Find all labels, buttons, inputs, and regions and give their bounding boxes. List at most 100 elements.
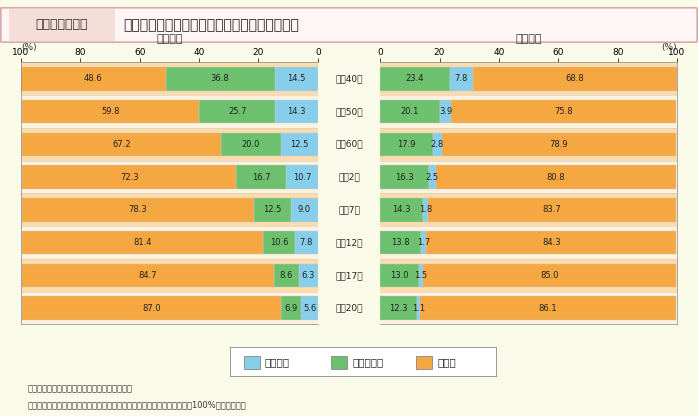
Text: 就業者の従業上の地位別構成比の推移（性別）: 就業者の従業上の地位別構成比の推移（性別） [124,18,299,32]
Text: 78.9: 78.9 [549,140,568,149]
Text: 昭和40年: 昭和40年 [335,74,363,83]
Bar [275,67,318,91]
Bar [299,264,318,287]
Text: 14.3: 14.3 [392,206,410,214]
Text: 78.3: 78.3 [128,206,147,214]
Text: 平成7年: 平成7年 [338,206,360,214]
Text: 10.7: 10.7 [292,173,311,181]
FancyBboxPatch shape [1,8,697,42]
Bar [221,133,281,156]
Bar [380,292,677,324]
Bar [433,133,442,156]
Bar [417,296,420,320]
Text: 7.8: 7.8 [299,238,313,247]
Text: 48.6: 48.6 [84,74,103,83]
Bar [380,165,429,189]
Text: 25.7: 25.7 [228,107,246,116]
Text: 家族従業者: 家族従業者 [352,357,384,367]
Text: 7.8: 7.8 [454,74,468,83]
Text: 2.5: 2.5 [426,173,439,181]
Bar [21,67,165,91]
Text: 36.8: 36.8 [211,74,230,83]
Bar [263,231,295,254]
Bar [419,264,423,287]
Bar [295,231,318,254]
Bar [21,193,318,226]
Bar [22,296,281,320]
Bar [281,133,318,156]
Bar [380,62,677,95]
Bar [22,100,199,123]
Bar [22,231,263,254]
Text: 6.9: 6.9 [284,304,297,312]
Bar [380,231,421,254]
Bar [22,133,221,156]
Bar [199,100,276,123]
Bar [442,133,676,156]
Text: 12.5: 12.5 [263,206,282,214]
Text: 20.0: 20.0 [242,140,260,149]
Text: 8.6: 8.6 [280,271,293,280]
Text: 平成2年: 平成2年 [338,173,360,181]
Text: 13.0: 13.0 [390,271,409,280]
Text: 平成12年: 平成12年 [335,238,363,247]
Bar [244,356,260,369]
Bar [274,264,299,287]
Text: 86.1: 86.1 [538,304,557,312]
Text: 13.8: 13.8 [392,238,410,247]
Bar [380,259,677,292]
Text: 81.4: 81.4 [133,238,151,247]
Text: 67.2: 67.2 [112,140,131,149]
Bar [21,226,318,259]
Bar [286,165,318,189]
Bar [276,100,318,123]
Text: 12.3: 12.3 [389,304,408,312]
Text: 84.3: 84.3 [542,238,560,247]
Bar [450,67,473,91]
Text: 〈男性〉: 〈男性〉 [515,34,542,44]
Text: 〈女性〉: 〈女性〉 [156,34,183,44]
Text: 1.7: 1.7 [417,238,430,247]
Text: 16.3: 16.3 [395,173,414,181]
Bar [416,356,432,369]
Bar [380,226,677,259]
Bar [420,296,676,320]
Text: 23.4: 23.4 [406,74,424,83]
Text: 20.1: 20.1 [401,107,419,116]
Text: 75.8: 75.8 [555,107,573,116]
Text: 雇用者: 雇用者 [437,357,456,367]
Text: 14.5: 14.5 [287,74,306,83]
Bar [380,161,677,193]
Text: (%): (%) [662,43,677,52]
Bar [429,165,436,189]
Bar [21,259,318,292]
Bar [473,67,677,91]
Text: 6.3: 6.3 [302,271,315,280]
Bar [423,264,676,287]
Text: 2.8: 2.8 [431,140,444,149]
Text: 第１－２－３図: 第１－２－３図 [36,18,88,32]
Bar [291,198,318,222]
Text: 1.8: 1.8 [419,206,432,214]
Text: 84.7: 84.7 [138,271,157,280]
Text: 昭和60年: 昭和60年 [335,140,363,149]
Bar [22,264,274,287]
Text: 平成20年: 平成20年 [335,304,363,312]
Bar [21,292,318,324]
Text: 3.9: 3.9 [439,107,452,116]
Bar [380,264,419,287]
Text: 昭和50年: 昭和50年 [335,107,363,116]
Bar [22,198,254,222]
Text: 83.7: 83.7 [543,206,562,214]
Text: 85.0: 85.0 [540,271,558,280]
Bar [380,198,422,222]
Text: 68.8: 68.8 [565,74,584,83]
Bar [421,231,426,254]
Text: 87.0: 87.0 [142,304,161,312]
Bar [21,161,318,193]
Bar [380,296,417,320]
Text: 14.3: 14.3 [288,107,306,116]
Bar [452,100,676,123]
Bar [165,67,275,91]
Text: 72.3: 72.3 [120,173,138,181]
